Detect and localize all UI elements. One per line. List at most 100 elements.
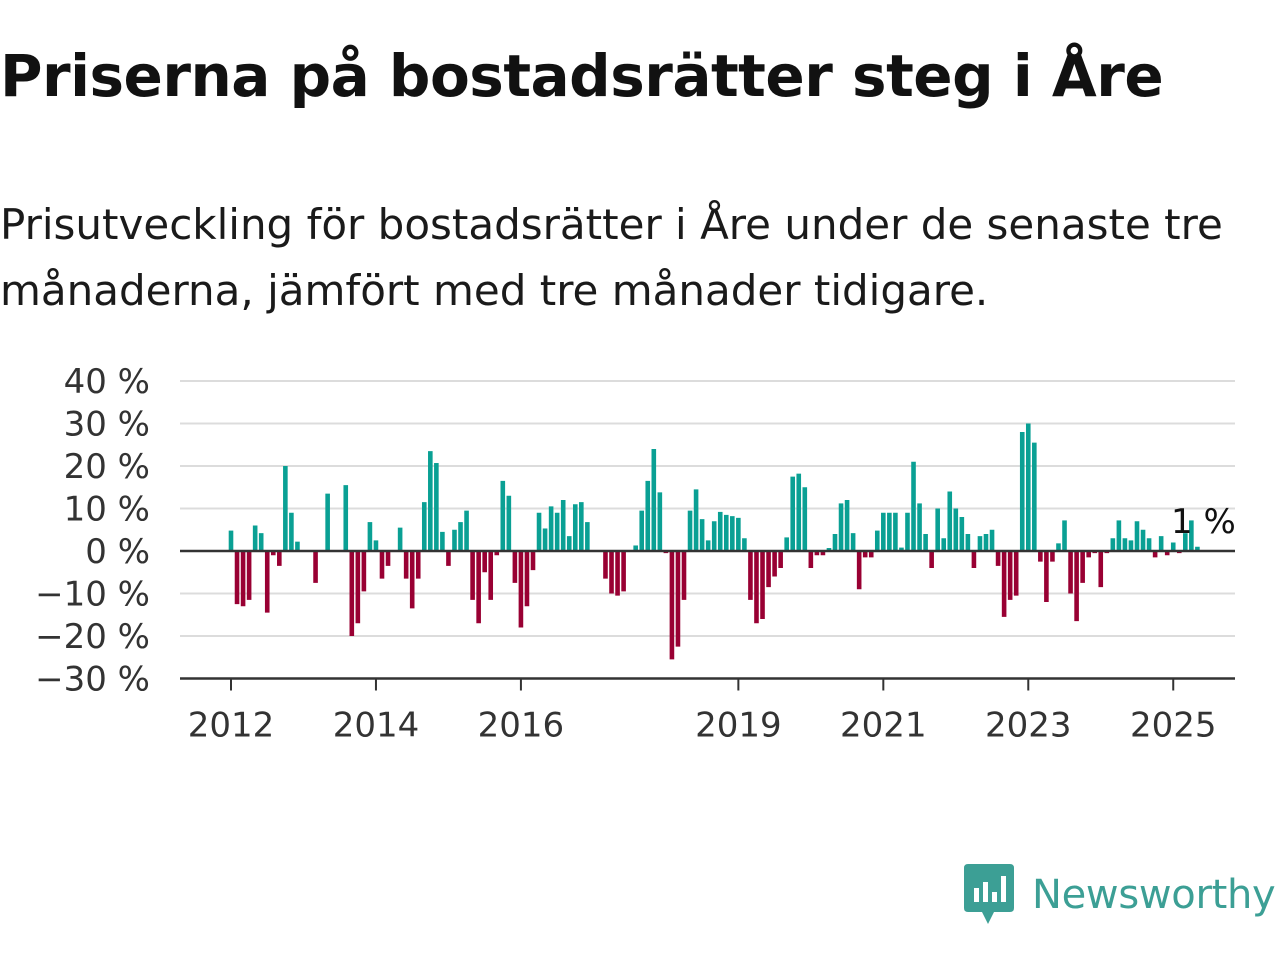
bar	[965, 534, 971, 551]
brand-logo: Newsworthy	[964, 864, 1276, 926]
bar	[881, 512, 886, 551]
axes	[180, 549, 1235, 691]
bar	[289, 512, 294, 551]
bar	[1074, 551, 1079, 622]
bar	[1068, 551, 1073, 594]
x-tick-label: 2012	[188, 706, 275, 746]
bar	[367, 522, 373, 551]
bar	[349, 551, 355, 636]
bars	[228, 423, 1200, 660]
bar	[603, 551, 608, 579]
bar	[1183, 533, 1188, 551]
bar	[270, 551, 276, 556]
bar	[760, 551, 765, 619]
bar	[850, 533, 856, 551]
bar	[826, 548, 832, 551]
x-tick-label: 2016	[478, 706, 565, 746]
bar	[754, 551, 759, 624]
bar	[905, 512, 910, 551]
bar	[403, 551, 409, 579]
bar	[488, 551, 494, 600]
bar-chart: 40 %30 %20 %10 %0 %−10 %−20 %−30 % 2012 2…	[35, 362, 1236, 746]
bar	[705, 540, 711, 552]
bar	[808, 551, 814, 568]
bar	[524, 551, 530, 607]
bar	[645, 480, 651, 552]
bar	[1195, 546, 1200, 551]
x-tick-label: 2023	[985, 706, 1072, 746]
bar	[530, 551, 536, 571]
y-axis-labels: 40 %30 %20 %10 %0 %−10 %−20 %−30 %	[35, 362, 150, 700]
bar	[699, 519, 705, 552]
bar	[1146, 538, 1152, 551]
bar	[609, 551, 614, 594]
y-tick-label: 10 %	[64, 490, 150, 530]
bar	[500, 480, 506, 552]
bar	[512, 551, 518, 583]
bar	[1164, 551, 1170, 556]
bar	[572, 504, 578, 551]
bar	[621, 551, 626, 592]
bar	[560, 500, 566, 551]
bar	[1062, 520, 1067, 551]
bar	[313, 551, 318, 583]
bar	[542, 528, 548, 551]
bar	[941, 538, 947, 551]
bar	[1001, 551, 1007, 617]
bar	[917, 503, 922, 551]
x-tick-label: 2021	[840, 706, 927, 746]
bar	[397, 527, 403, 552]
bar	[633, 545, 638, 551]
bar	[409, 551, 415, 609]
bar	[277, 551, 282, 566]
bar	[355, 551, 361, 624]
bar	[893, 512, 898, 551]
bar	[1098, 551, 1104, 588]
bar	[464, 510, 469, 552]
bar	[911, 461, 916, 551]
bar	[748, 551, 753, 600]
bar	[1116, 520, 1122, 551]
bar	[1110, 538, 1116, 551]
bar	[494, 551, 500, 556]
bar	[228, 530, 234, 551]
bar	[1158, 536, 1164, 552]
bar	[899, 547, 904, 551]
bar	[675, 551, 681, 647]
x-axis-labels: 2012 2014 2016 2019 2021 2023 2025	[188, 706, 1217, 746]
bar	[252, 525, 258, 551]
newsworthy-logo-icon	[964, 864, 1014, 924]
bar	[790, 476, 796, 552]
bar	[814, 551, 820, 556]
bar	[506, 495, 512, 551]
x-tick-label: 2014	[333, 706, 420, 746]
y-tick-label: −10 %	[35, 575, 150, 615]
bar	[373, 540, 379, 552]
bar	[1140, 529, 1146, 551]
bar	[548, 506, 554, 552]
bar	[421, 502, 427, 552]
bar	[820, 551, 826, 556]
bar	[923, 534, 928, 551]
x-tick-label: 2025	[1130, 706, 1217, 746]
bar	[1013, 551, 1019, 596]
chart-subtitle: Prisutveckling för bostadsrätter i Åre u…	[0, 200, 1223, 315]
bar	[283, 466, 288, 551]
bar	[1025, 423, 1031, 551]
bar	[579, 502, 584, 552]
bar	[615, 551, 620, 596]
bar	[856, 551, 862, 590]
bar	[862, 551, 868, 558]
bar	[687, 510, 693, 552]
bar	[1189, 520, 1194, 551]
bar	[240, 551, 246, 607]
bar	[518, 551, 524, 628]
bar	[784, 537, 789, 551]
bar	[778, 551, 783, 568]
bar	[887, 512, 892, 551]
bar	[1152, 551, 1158, 558]
bar	[730, 516, 735, 551]
bar	[325, 493, 330, 552]
bar	[1044, 551, 1049, 602]
bar	[742, 538, 747, 551]
